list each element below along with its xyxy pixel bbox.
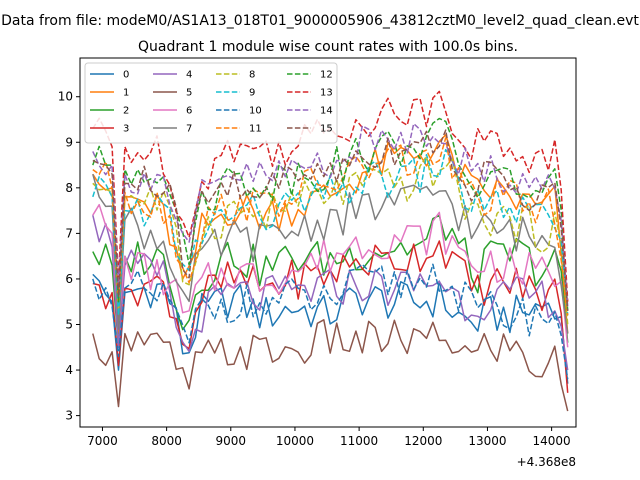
series-line-15 (92, 129, 569, 311)
legend-entry-4: 4 (153, 70, 192, 81)
x-tick-label: 9000 (216, 434, 247, 448)
chart-title: Quadrant 1 module wise count rates with … (138, 39, 518, 55)
series-line-5 (92, 319, 569, 412)
legend-label: 0 (123, 70, 129, 81)
legend-label: 14 (320, 106, 333, 117)
series-line-7 (92, 173, 569, 334)
x-axis: 7000 8000 9000 10000 11000 12000 13000 14000 (87, 427, 571, 448)
x-tick-label: 7000 (87, 434, 118, 448)
legend-label: 13 (320, 88, 333, 99)
series-line-8 (92, 155, 569, 325)
legend-label: 1 (123, 88, 129, 99)
legend-entry-9: 9 (216, 88, 255, 99)
series-line-10 (92, 263, 569, 380)
legend-label: 11 (249, 124, 262, 135)
y-tick-label: 8 (65, 181, 73, 195)
legend-label: 3 (123, 124, 129, 135)
legend-entry-8: 8 (216, 70, 255, 81)
legend-entry-11: 11 (216, 124, 262, 135)
legend-entry-0: 0 (90, 70, 129, 81)
x-tick-label: 13000 (468, 434, 506, 448)
legend-label: 7 (186, 124, 192, 135)
y-tick-label: 7 (65, 226, 73, 240)
axes-frame (79, 57, 577, 428)
legend-label: 10 (249, 106, 262, 117)
legend-entry-10: 10 (216, 106, 262, 117)
series-layer (92, 90, 569, 412)
y-tick-label: 6 (65, 272, 73, 286)
x-tick-label: 11000 (340, 434, 378, 448)
legend-entry-1: 1 (90, 88, 129, 99)
y-tick-label: 10 (58, 90, 73, 104)
series-line-14 (92, 122, 569, 307)
legend-entry-14: 14 (287, 106, 333, 117)
x-tick-label: 8000 (151, 434, 182, 448)
x-tick-label: 14000 (533, 434, 571, 448)
y-tick-label: 5 (65, 318, 73, 332)
legend-label: 4 (186, 70, 192, 81)
y-tick-label: 9 (65, 135, 73, 149)
x-tick-label: 12000 (404, 434, 442, 448)
legend-label: 6 (186, 106, 192, 117)
legend-entry-7: 7 (153, 124, 192, 135)
y-tick-label: 3 (65, 409, 73, 423)
legend-label: 15 (320, 124, 333, 135)
legend-entry-13: 13 (287, 88, 333, 99)
series-line-6 (92, 203, 569, 348)
legend-entry-12: 12 (287, 70, 333, 81)
figure-suptitle: Data from file: modeM0/AS1A13_018T01_900… (1, 13, 639, 29)
legend-entry-2: 2 (90, 106, 129, 117)
series-line-2 (92, 214, 569, 349)
legend-entry-5: 5 (153, 88, 192, 99)
legend-entry-3: 3 (90, 124, 129, 135)
legend-entry-6: 6 (153, 106, 192, 117)
y-axis: 3 4 5 6 7 8 9 10 (58, 90, 80, 423)
legend-label: 12 (320, 70, 333, 81)
legend-label: 9 (249, 88, 255, 99)
legend-entry-15: 15 (287, 124, 333, 135)
x-offset-label: +4.368e8 (517, 455, 576, 469)
y-tick-label: 4 (65, 363, 73, 377)
x-tick-label: 10000 (276, 434, 314, 448)
series-line-11 (92, 137, 569, 316)
legend-label: 8 (249, 70, 255, 81)
legend-box (84, 62, 338, 144)
legend-label: 2 (123, 106, 129, 117)
legend-label: 5 (186, 88, 192, 99)
